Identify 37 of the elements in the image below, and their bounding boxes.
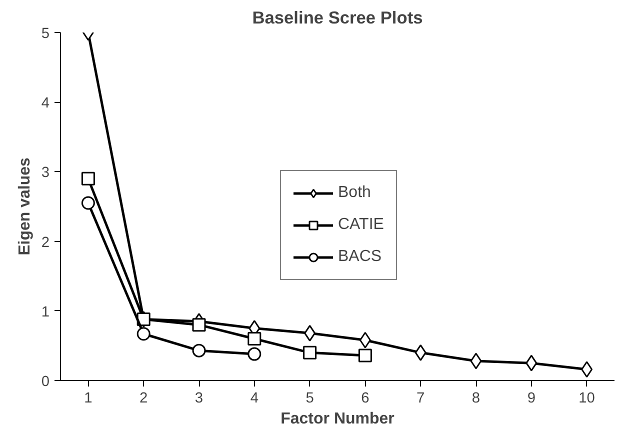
- point: [414, 344, 426, 361]
- x-tick-label: 4: [250, 390, 258, 406]
- point: [359, 332, 371, 348]
- y-tick-label: 4: [41, 96, 50, 112]
- point: [248, 347, 262, 361]
- x-axis-title: Factor Number: [280, 410, 394, 428]
- y-axis-title: Eigen values: [16, 157, 34, 256]
- x-tick-label: 1: [84, 390, 92, 406]
- legend-label: BACS: [338, 248, 382, 266]
- x-tick-label: 10: [578, 390, 595, 406]
- x-tick-label: 3: [194, 390, 204, 406]
- point: [526, 354, 538, 372]
- point: [470, 352, 482, 370]
- point: [581, 361, 593, 378]
- y-tick-label: 3: [41, 165, 50, 182]
- point: [304, 324, 316, 342]
- point: [81, 172, 95, 186]
- y-tick-label: 5: [41, 26, 50, 42]
- y-tick-label: 1: [41, 304, 50, 320]
- y-tick-label: 0: [41, 374, 50, 390]
- x-tick-label: 9: [527, 390, 536, 406]
- point: [136, 327, 150, 341]
- point: [192, 318, 206, 332]
- chart-title: Baseline Scree Plots: [252, 8, 423, 28]
- x-tick-label: 8: [472, 390, 480, 406]
- point: [303, 346, 317, 360]
- x-tick-label: 2: [140, 390, 148, 406]
- point: [358, 348, 372, 362]
- x-tick-label: 5: [306, 390, 314, 406]
- x-tick-label: 6: [361, 390, 370, 406]
- point: [248, 332, 262, 346]
- legend-label: CATIE: [338, 216, 384, 234]
- legend-label: Both: [338, 184, 371, 202]
- x-tick-label: 7: [416, 390, 425, 406]
- y-tick-label: 2: [41, 234, 50, 251]
- point: [81, 196, 95, 210]
- point: [192, 344, 206, 358]
